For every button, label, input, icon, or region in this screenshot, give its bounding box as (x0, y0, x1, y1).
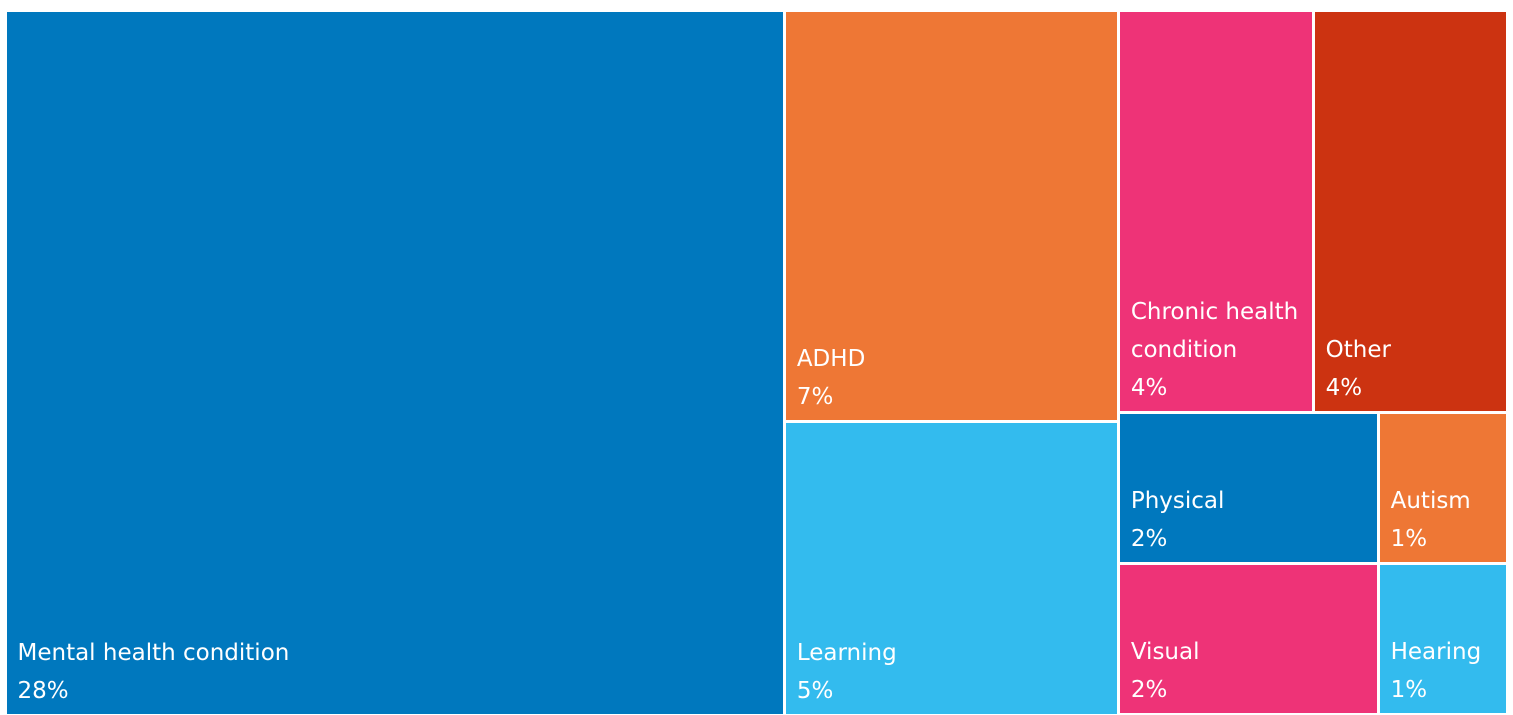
value-label: 1% (1390, 677, 1428, 704)
cell-label: Visual 2% (1131, 633, 1369, 709)
value-label: 2% (1130, 526, 1168, 553)
value-label: 28% (17, 677, 69, 704)
category-label: Mental health condition (17, 639, 290, 666)
value-label: 1% (1390, 526, 1428, 553)
cell-label: Other 4% (1326, 331, 1499, 407)
treemap-cell: Mental health condition 28% (6, 11, 783, 714)
category-label: Hearing (1390, 639, 1482, 666)
cell-label: ADHD 7% (797, 340, 1109, 416)
value-label: 5% (796, 677, 834, 704)
value-label: 2% (1130, 677, 1168, 704)
category-label: ADHD (796, 345, 866, 372)
category-label: Physical (1130, 488, 1225, 515)
value-label: 4% (1130, 375, 1168, 402)
treemap-cell: Learning 5% (785, 422, 1117, 714)
cell-label: Physical 2% (1131, 482, 1369, 558)
category-label: Learning (796, 639, 897, 666)
treemap-cell: Autism 1% (1379, 414, 1507, 563)
treemap-cell: ADHD 7% (785, 11, 1117, 420)
treemap: Mental health condition 28% ADHD 7% Learning… (5, 10, 1508, 715)
treemap-cell: Hearing 1% (1379, 565, 1507, 714)
cell-label: Chronic health condition 4% (1131, 293, 1304, 407)
category-label: Autism (1390, 488, 1471, 515)
treemap-cell: Other 4% (1314, 11, 1507, 412)
category-label: Visual (1130, 639, 1200, 666)
cell-label: Learning 5% (797, 634, 1109, 710)
category-label: Chronic health condition (1130, 299, 1299, 364)
value-label: 4% (1325, 375, 1363, 402)
value-label: 7% (796, 383, 834, 410)
treemap-cell: Visual 2% (1119, 565, 1377, 714)
cell-label: Mental health condition 28% (18, 634, 775, 710)
treemap-cell: Physical 2% (1119, 414, 1377, 563)
category-label: Other (1325, 337, 1391, 364)
treemap-cell: Chronic health condition 4% (1119, 11, 1312, 412)
cell-label: Autism 1% (1391, 482, 1499, 558)
cell-label: Hearing 1% (1391, 633, 1499, 709)
